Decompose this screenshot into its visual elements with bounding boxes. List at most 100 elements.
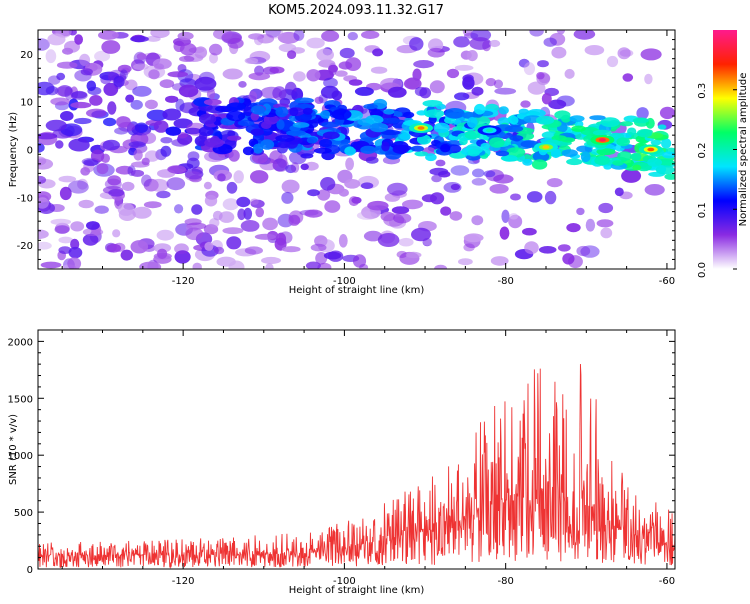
spectral-blob: [621, 168, 642, 183]
spectral-blob: [281, 179, 300, 194]
spectral-blob: [331, 90, 343, 101]
spectral-blob: [160, 137, 173, 144]
spectral-blob: [106, 243, 122, 253]
spectral-blob: [338, 188, 349, 197]
spectral-blob: [119, 69, 128, 80]
spectral-blob: [179, 55, 195, 63]
ridge-blob: [612, 160, 624, 166]
ridge-blob: [314, 147, 332, 154]
spectral-blob: [380, 77, 403, 90]
spectral-blob: [59, 186, 72, 201]
ridge-blob: [464, 130, 481, 140]
ridge-blob: [289, 107, 299, 117]
spectral-blob: [40, 261, 62, 269]
spectral-blob: [156, 190, 171, 199]
ridge-blob: [203, 99, 222, 106]
ridge-blob: [226, 135, 242, 141]
spectral-blob: [136, 53, 147, 60]
spectral-blob: [527, 81, 546, 95]
y-tick-label: -10: [17, 193, 33, 204]
ridge-blob: [566, 158, 583, 166]
ridge-blob: [319, 138, 333, 148]
spectral-blob: [108, 189, 125, 197]
spectral-blob: [56, 61, 78, 69]
ridge-blob: [619, 121, 634, 127]
spectral-blob: [185, 171, 202, 182]
ridge-blob: [554, 110, 571, 120]
ridge-blob: [506, 147, 526, 158]
spectral-blob: [133, 149, 143, 161]
spectral-blob: [524, 241, 539, 255]
spectral-blob: [89, 95, 103, 106]
spectral-blob: [204, 241, 214, 251]
ridge-blob: [369, 122, 389, 133]
ridge-blob: [300, 153, 314, 159]
spectral-blob: [132, 85, 152, 97]
spectral-blob: [233, 170, 244, 184]
spectral-blob: [557, 244, 571, 252]
spectral-blob: [184, 168, 204, 180]
spectral-blob: [377, 233, 400, 247]
spectral-blob: [38, 229, 49, 239]
spectral-blob: [45, 49, 57, 64]
spectral-blob: [178, 84, 199, 98]
spectral-blob: [367, 200, 389, 211]
spectral-blob: [146, 109, 168, 121]
spectral-blob: [469, 37, 492, 50]
ridge-blob: [277, 141, 290, 149]
spectral-blob: [293, 71, 306, 82]
spectral-blob: [485, 78, 497, 87]
spectral-blob: [287, 50, 297, 59]
spectral-blob: [435, 159, 446, 167]
spectral-blob: [659, 106, 675, 120]
spectral-blob: [209, 43, 223, 56]
spectral-blob: [323, 251, 342, 260]
spectral-blob: [290, 162, 300, 173]
spectral-blob: [538, 246, 557, 254]
spectral-blob: [174, 204, 184, 214]
spectral-blob: [160, 145, 172, 157]
ridge-blob: [596, 148, 616, 156]
ridge-blob: [636, 129, 653, 138]
ridge-blob: [518, 108, 529, 115]
spectral-blob: [102, 139, 121, 151]
spectral-blob: [606, 55, 619, 68]
spectral-blob: [68, 246, 83, 259]
ridge-blob: [381, 117, 401, 124]
colorbar-tick-label: 0.3: [697, 83, 708, 99]
spectral-blob: [38, 197, 49, 209]
spectral-blob: [328, 64, 339, 73]
spectral-blob: [94, 50, 111, 62]
spectral-blob: [509, 213, 519, 220]
spectral-blob: [541, 93, 552, 105]
ridge-blob: [535, 115, 555, 125]
spectral-blob: [227, 37, 244, 49]
spectral-blob: [218, 211, 235, 223]
spectral-blob: [185, 227, 204, 241]
spectral-blob: [217, 173, 226, 182]
spectral-blob: [77, 178, 88, 190]
ridge-blob: [650, 139, 662, 146]
spectral-blob: [440, 206, 452, 216]
spectral-blob: [317, 262, 332, 269]
spectral-blob: [387, 86, 407, 98]
ridge-blob: [383, 108, 395, 115]
ridge-blob: [630, 152, 642, 161]
spectral-blob: [339, 47, 355, 59]
spectral-blob: [191, 204, 203, 215]
x-axis-label: Height of straight line (km): [289, 285, 425, 296]
spectral-blob: [254, 35, 264, 46]
spectral-blob: [94, 205, 109, 214]
ridge-blob: [662, 151, 675, 159]
spectral-blob: [622, 73, 634, 82]
spectral-blob: [365, 156, 379, 164]
spectral-blob: [184, 218, 202, 226]
ridge-blob: [531, 159, 548, 170]
peak-core: [598, 138, 606, 142]
spectral-blob: [411, 227, 431, 242]
spectral-blob: [70, 238, 80, 250]
y-axis-label: SNR (10 * v/v): [8, 414, 19, 485]
x-tick-label: -120: [172, 276, 195, 287]
